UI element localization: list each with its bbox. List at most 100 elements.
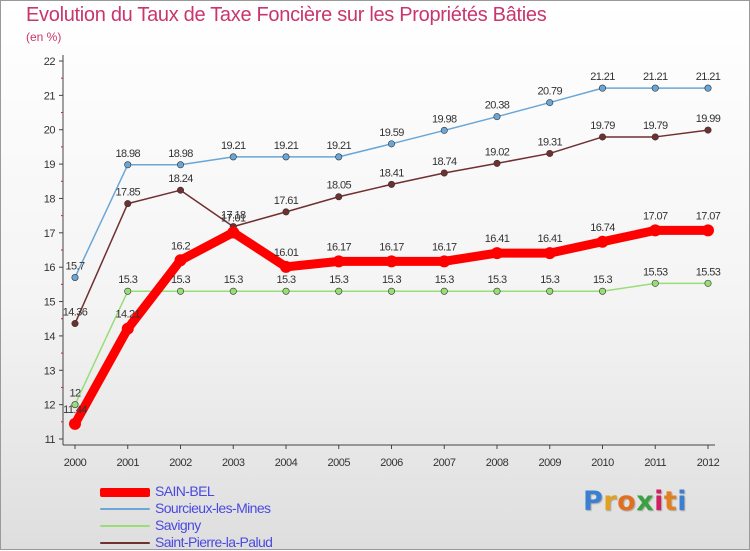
x-tick-label: 2001 xyxy=(117,457,140,469)
data-label: 15.7 xyxy=(65,260,84,272)
data-point xyxy=(124,161,132,169)
data-label: 21.21 xyxy=(696,71,721,83)
data-point xyxy=(387,287,395,295)
legend: SAIN-BEL Sourcieux-les-Mines Savigny Sai… xyxy=(100,483,360,551)
y-tick-label: 20 xyxy=(44,125,56,137)
data-label: 19.02 xyxy=(485,146,510,158)
data-label: 15.3 xyxy=(593,274,612,286)
y-tick-label: 21 xyxy=(44,90,56,102)
logo-letter: r xyxy=(603,486,618,517)
data-label: 19.21 xyxy=(274,140,299,152)
data-point xyxy=(702,224,714,237)
data-point xyxy=(71,320,79,328)
data-label: 14.36 xyxy=(63,307,88,319)
data-point xyxy=(438,255,451,268)
data-label: 19.79 xyxy=(643,120,668,132)
y-tick-label: 19 xyxy=(44,159,56,171)
data-point xyxy=(121,322,134,335)
data-label: 19.59 xyxy=(379,127,404,139)
x-tick-label: 2011 xyxy=(644,457,666,469)
data-label: 15.3 xyxy=(329,274,348,286)
data-point xyxy=(177,161,185,169)
data-point xyxy=(335,193,343,201)
data-label: 15.3 xyxy=(435,274,454,286)
legend-item-savigny: Savigny xyxy=(100,517,360,534)
data-point xyxy=(546,287,554,295)
y-tick-label: 14 xyxy=(44,331,56,343)
legend-label: Saint-Pierre-la-Palud xyxy=(155,534,273,550)
data-point xyxy=(282,287,290,295)
data-label: 16.41 xyxy=(485,233,510,245)
data-label: 18.41 xyxy=(379,167,404,179)
data-point xyxy=(335,153,343,161)
data-label: 19.21 xyxy=(326,140,351,152)
legend-label: Savigny xyxy=(155,517,201,533)
x-tick-label: 2008 xyxy=(486,457,509,469)
data-point xyxy=(71,273,79,281)
legend-label: Sourcieux-les-Mines xyxy=(155,500,271,516)
data-label: 17.85 xyxy=(115,187,140,199)
data-point xyxy=(704,279,712,287)
data-point xyxy=(174,254,187,267)
data-label: 14.21 xyxy=(115,309,140,321)
logo-letter: i xyxy=(677,486,688,517)
x-tick-label: 2010 xyxy=(591,457,614,469)
data-label: 18.74 xyxy=(432,156,457,168)
series-line-savigny xyxy=(74,282,709,406)
y-tick-label: 15 xyxy=(44,297,56,309)
logo-letter: t xyxy=(663,486,678,517)
data-label: 15.3 xyxy=(171,274,190,286)
data-point xyxy=(69,417,81,430)
x-tick-label: 2004 xyxy=(275,457,298,469)
logo-letter: i xyxy=(654,486,664,517)
legend-item-sourcieux: Sourcieux-les-Mines xyxy=(100,500,360,517)
data-point xyxy=(598,84,606,92)
data-point xyxy=(282,153,290,161)
data-label: 20.79 xyxy=(537,86,562,98)
x-tick-label: 2003 xyxy=(222,457,245,469)
data-point xyxy=(493,113,501,121)
data-point xyxy=(229,287,237,295)
data-point xyxy=(229,153,237,161)
data-label: 16.01 xyxy=(274,247,299,259)
data-point xyxy=(596,235,609,248)
data-label: 21.21 xyxy=(590,71,615,83)
data-label: 15.3 xyxy=(487,274,506,286)
legend-swatch-saint-pierre xyxy=(100,542,150,544)
data-point xyxy=(704,126,712,134)
y-tick-label: 16 xyxy=(44,262,56,274)
legend-item-saint-pierre: Saint-Pierre-la-Palud xyxy=(100,534,360,551)
y-tick-label: 17 xyxy=(44,228,56,240)
data-label: 15.3 xyxy=(118,274,137,286)
data-point xyxy=(440,169,448,177)
data-label: 18.05 xyxy=(326,180,351,192)
data-point xyxy=(440,126,448,134)
data-label: 19.31 xyxy=(537,136,562,148)
data-label: 16.41 xyxy=(537,233,562,245)
chart-title: Evolution du Taux de Taxe Foncière sur l… xyxy=(26,4,547,26)
data-point xyxy=(227,226,240,239)
data-point xyxy=(598,133,606,141)
data-label: 12 xyxy=(69,388,81,400)
data-label: 16.17 xyxy=(432,241,457,253)
data-label: 16.74 xyxy=(590,222,615,234)
x-tick-label: 2006 xyxy=(380,457,403,469)
data-label: 15.53 xyxy=(696,266,721,278)
data-label: 17.07 xyxy=(643,210,668,222)
data-label: 18.24 xyxy=(168,173,193,185)
data-point xyxy=(280,260,292,273)
data-point xyxy=(649,224,662,237)
data-point xyxy=(282,208,290,216)
chart-subtitle: (en %) xyxy=(26,30,62,44)
logo-letter: P xyxy=(583,486,604,517)
data-point xyxy=(651,279,659,287)
data-label: 16.2 xyxy=(171,240,190,252)
data-label: 19.98 xyxy=(432,113,457,125)
data-label: 15.3 xyxy=(540,274,559,286)
data-point xyxy=(546,99,554,107)
x-tick-label: 2012 xyxy=(697,457,720,469)
logo-letter: o xyxy=(617,486,637,517)
data-point xyxy=(387,140,395,148)
data-point xyxy=(177,186,185,194)
data-label: 18.98 xyxy=(115,148,140,160)
